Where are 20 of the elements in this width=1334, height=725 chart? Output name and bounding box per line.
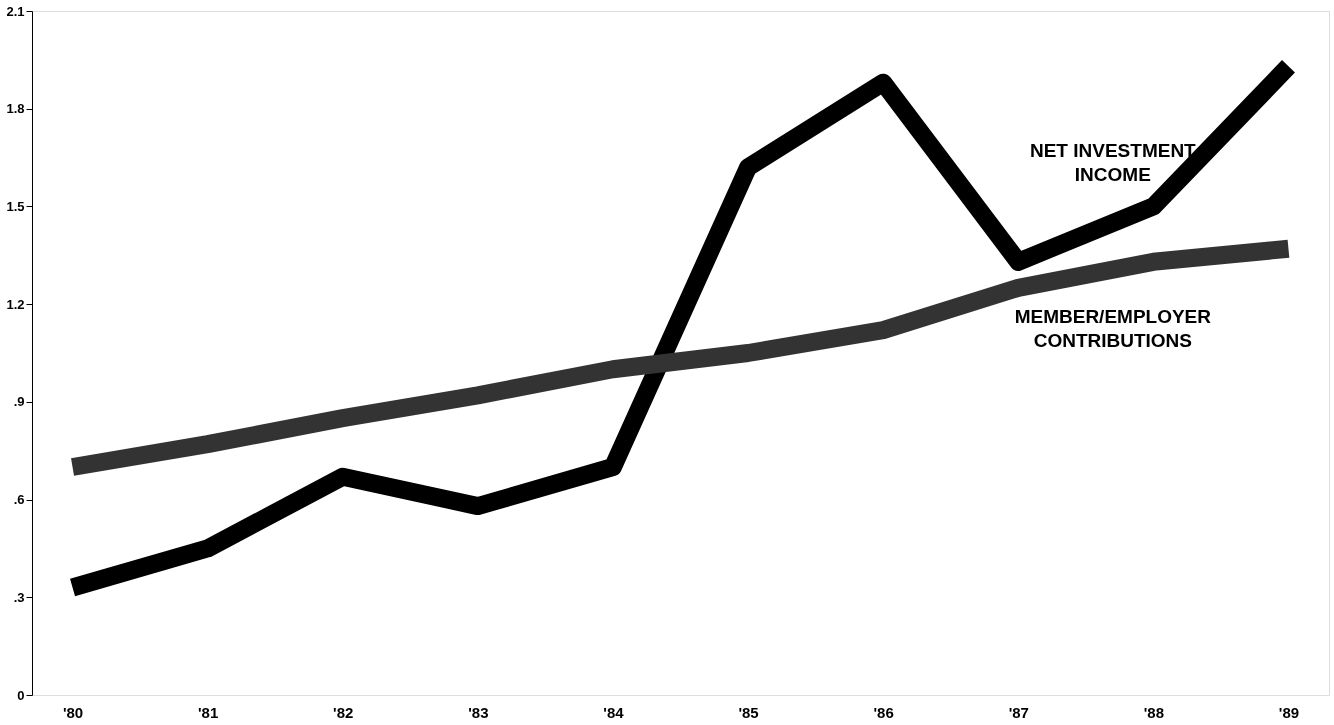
- x-tick-label: '81: [198, 703, 219, 721]
- x-tick-label: '87: [1008, 703, 1029, 721]
- x-tick-label: '80: [62, 703, 84, 721]
- y-tick-label: 2.1: [6, 3, 25, 19]
- x-tick-label: '84: [603, 703, 625, 721]
- x-tick-label: '82: [333, 703, 354, 721]
- x-tick-label: '85: [738, 703, 759, 721]
- x-tick-label: '86: [873, 703, 894, 721]
- y-tick-label: 1.2: [6, 296, 25, 312]
- y-tick-label: .6: [13, 492, 25, 508]
- y-tick-label: 1.5: [6, 198, 25, 214]
- series-label: NET INVESTMENT INCOME: [1029, 140, 1197, 186]
- series-label: MEMBER/EMPLOYER CONTRIBUTIONS: [1014, 305, 1212, 351]
- y-tick-label: .9: [13, 394, 25, 410]
- x-tick-label: '89: [1278, 703, 1300, 721]
- y-tick-label: 1.8: [6, 101, 25, 117]
- x-tick-label: '83: [468, 703, 489, 721]
- x-tick-label: '88: [1143, 703, 1164, 721]
- y-tick-label: 0: [17, 687, 25, 703]
- y-tick-label: .3: [13, 589, 25, 605]
